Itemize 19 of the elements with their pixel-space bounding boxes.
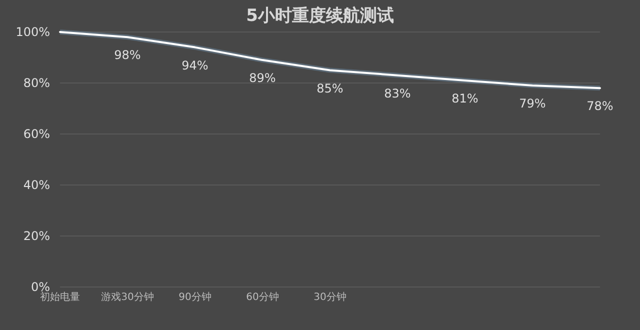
data-label: 94% — [182, 58, 208, 72]
x-tick-label: 90分钟 — [178, 291, 212, 303]
x-tick-label: 60分钟 — [246, 291, 279, 303]
chart-title: 5小时重度续航测试 — [246, 6, 394, 26]
y-tick-label: 60% — [23, 127, 50, 141]
y-tick-label: 80% — [23, 76, 50, 90]
x-tick-label: 游戏30分钟 — [101, 291, 154, 303]
data-label: 98% — [114, 48, 141, 62]
data-label: 85% — [316, 81, 344, 96]
y-tick-label: 100% — [16, 25, 50, 39]
y-tick-label: 20% — [23, 229, 50, 243]
data-label: 79% — [519, 96, 546, 111]
data-label: 78% — [586, 99, 614, 114]
y-tick-label: 40% — [23, 178, 50, 192]
x-tick-label: 30分钟 — [314, 291, 346, 303]
x-tick-label: 初始电量 — [40, 291, 80, 303]
data-label: 81% — [452, 91, 478, 106]
data-label: 83% — [384, 86, 411, 100]
data-label: 89% — [249, 71, 276, 86]
